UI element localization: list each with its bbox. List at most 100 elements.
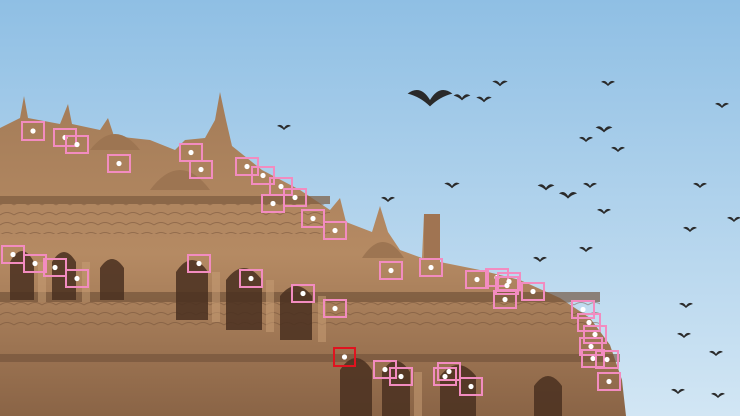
annotation-point — [332, 227, 338, 234]
annotation-point — [300, 290, 306, 297]
annotation-point — [244, 163, 250, 170]
annotation-point — [32, 260, 38, 267]
bird — [693, 182, 707, 188]
annotation-point — [196, 260, 202, 267]
annotation-box — [23, 254, 47, 273]
annotation-point — [590, 355, 596, 362]
highlighted-annotation-box — [333, 347, 356, 367]
annotation-boxes — [1, 121, 621, 396]
annotation-box — [465, 270, 489, 289]
annotation-box — [239, 269, 263, 288]
annotation-box — [187, 254, 211, 273]
annotation-box — [43, 258, 67, 277]
annotation-box — [583, 325, 607, 344]
annotation-point — [592, 331, 598, 338]
bird — [595, 126, 613, 133]
annotation-box — [291, 284, 315, 303]
bird — [537, 184, 555, 191]
annotation-box — [493, 290, 517, 309]
annotation-point — [468, 383, 474, 390]
annotation-point — [270, 200, 276, 207]
annotation-point — [586, 319, 592, 326]
annotation-box — [261, 194, 285, 213]
annotation-box — [495, 276, 519, 295]
bird — [711, 392, 725, 398]
annotation-point — [382, 366, 388, 373]
annotation-point — [398, 373, 404, 380]
annotation-point — [278, 183, 284, 190]
bird — [611, 146, 625, 152]
annotation-box — [571, 300, 595, 319]
annotation-point — [588, 343, 594, 350]
annotation-box — [595, 350, 619, 369]
annotation-point — [502, 296, 508, 303]
annotation-point — [388, 267, 394, 274]
bird — [277, 124, 291, 130]
annotation-box — [581, 349, 605, 368]
bird — [679, 302, 693, 308]
annotation-box — [323, 299, 347, 318]
bird — [492, 80, 508, 87]
bird — [453, 94, 471, 101]
annotation-point — [74, 275, 80, 282]
annotation-box — [21, 121, 45, 141]
bird — [579, 136, 593, 142]
bird — [677, 332, 691, 338]
bird — [709, 350, 723, 356]
annotation-point — [198, 166, 204, 173]
bird — [683, 226, 697, 232]
bird — [727, 216, 740, 222]
annotation-box — [433, 367, 457, 386]
annotation-point — [30, 128, 36, 134]
annotation-point — [116, 160, 122, 167]
annotation-box — [459, 377, 483, 396]
bird — [597, 208, 611, 214]
annotation-box — [379, 261, 403, 280]
annotation-point — [292, 194, 298, 201]
annotation-box — [579, 337, 603, 356]
annotation-point — [580, 306, 586, 313]
annotation-point — [74, 141, 80, 148]
annotation-box — [389, 367, 413, 386]
annotation-point — [506, 278, 512, 285]
annotation-point — [248, 275, 254, 282]
annotation-point — [474, 276, 480, 283]
bird — [444, 182, 460, 189]
annotation-box — [373, 360, 397, 379]
annotation-point — [188, 149, 194, 156]
annotation-box — [597, 372, 621, 391]
annotation-box — [419, 258, 443, 277]
annotation-box — [65, 135, 89, 154]
annotation-box — [577, 313, 601, 332]
annotation-point — [10, 251, 16, 258]
annotation-point — [341, 354, 348, 360]
annotation-point — [332, 305, 338, 312]
bird — [558, 191, 578, 199]
bird — [601, 80, 615, 86]
annotation-box — [301, 209, 325, 228]
annotation-point — [260, 172, 266, 179]
annotation-box — [189, 160, 213, 179]
annotation-box — [521, 282, 545, 301]
annotation-point — [52, 264, 58, 271]
annotation-point — [428, 264, 434, 271]
annotation-point — [530, 288, 536, 295]
bird — [583, 182, 597, 188]
annotation-box — [323, 221, 347, 240]
annotation-point — [310, 215, 316, 222]
annotation-point — [606, 378, 612, 385]
birds — [277, 80, 740, 398]
annotation-point — [442, 373, 448, 380]
annotation-box — [251, 166, 275, 185]
bird — [579, 246, 593, 252]
annotation-point — [446, 368, 452, 375]
annotation-point — [604, 356, 610, 363]
bird — [407, 90, 453, 107]
bird — [671, 388, 685, 394]
annotation-point — [504, 282, 510, 289]
annotation-box — [107, 154, 131, 173]
palace-building — [0, 92, 626, 416]
bird — [533, 256, 547, 262]
